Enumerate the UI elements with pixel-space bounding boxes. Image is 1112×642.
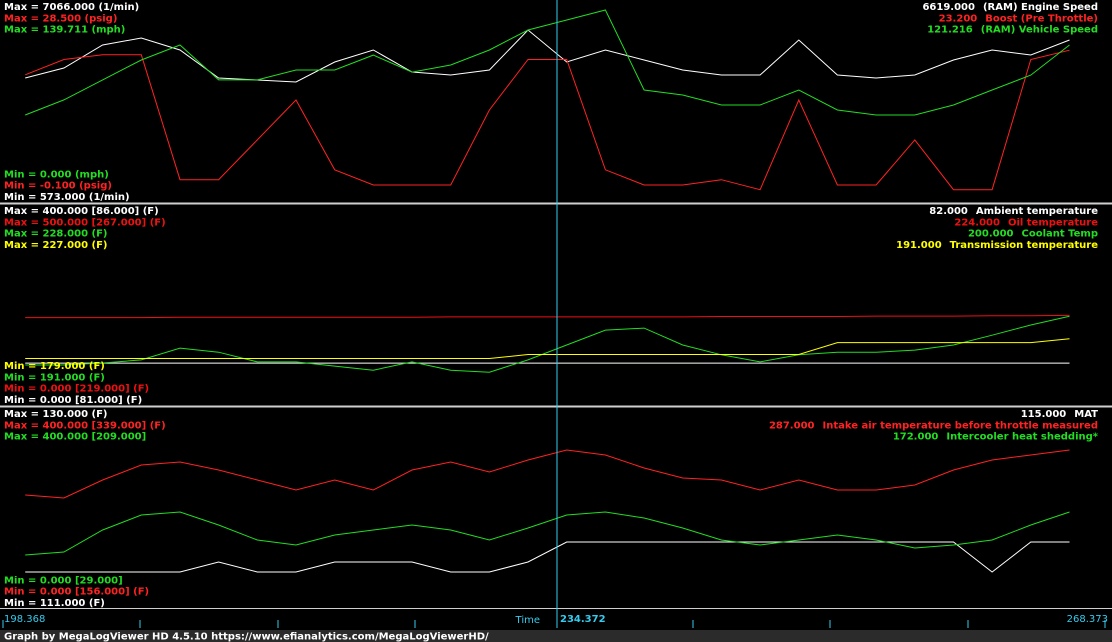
max-label: Max = 228.000 (F) [4,229,108,240]
trace-name: Intercooler heat shedding* [946,432,1098,443]
trace-name: Ambient temperature [976,206,1098,217]
min-label: Min = 573.000 (1/min) [4,192,130,203]
max-label: Max = 7066.000 (1/min) [4,2,139,13]
min-label: Min = 179.000 (F) [4,361,105,372]
max-label: Max = 227.000 (F) [4,240,108,251]
trace-name: (RAM) Vehicle Speed [981,25,1098,36]
min-label: Min = -0.100 (psig) [4,181,112,192]
trace-line [25,49,1070,191]
trace-name: Boost (Pre Throttle) [985,13,1098,24]
time-end: 268.373 [1067,614,1108,625]
max-label: Max = 139.711 (mph) [4,25,125,36]
current-value: 23.200 [939,13,978,24]
max-label: Max = 400.000 [86.000] (F) [4,206,159,217]
trace-line [25,9,1070,116]
min-label: Min = 0.000 [81.000] (F) [4,395,142,406]
max-label: Max = 400.000 [339.000] (F) [4,420,166,431]
trace-name: Oil temperature [1008,217,1098,228]
cursor-time: 234.372 [560,614,606,625]
min-label: Min = 0.000 [29.000] [4,575,123,586]
min-label: Min = 0.000 [156.000] (F) [4,587,149,598]
max-label: Max = 400.000 [209.000] [4,432,146,443]
trace-name: (RAM) Engine Speed [983,2,1098,13]
current-value: 115.000 [1021,409,1067,420]
current-value: 172.000 [893,432,939,443]
min-label: Min = 0.000 [219.000] (F) [4,384,149,395]
current-value: 287.000 [769,420,815,431]
time-start: 198.368 [4,614,45,625]
current-value: 121.216 [927,25,973,36]
current-value: 6619.000 [922,2,975,13]
trace-line [25,315,1070,373]
footer-bar [0,630,1112,642]
trace-name: MAT [1074,409,1098,420]
trace-line [25,29,1070,83]
time-label: Time [515,615,540,626]
max-label: Max = 28.500 (psig) [4,13,117,24]
min-label: Min = 111.000 (F) [4,598,105,609]
max-label: Max = 500.000 [267.000] (F) [4,217,166,228]
min-label: Min = 191.000 (F) [4,372,105,383]
trace-name: Coolant Temp [1022,229,1099,240]
trace-name: Transmission temperature [950,240,1099,251]
trace-line [25,541,1070,573]
time-ticks [2,620,1106,628]
current-value: 191.000 [896,240,942,251]
trace-name: Intake air temperature before throttle m… [822,420,1098,431]
trace-line [25,338,1070,359]
trace-line [25,449,1070,499]
current-value: 82.000 [929,206,968,217]
trace-line [25,511,1070,556]
trace-line [25,314,1070,319]
current-value: 200.000 [968,229,1014,240]
current-value: 224.000 [954,217,1000,228]
min-label: Min = 0.000 (mph) [4,169,109,180]
footer-text: Graph by MegaLogViewer HD 4.5.10 https:/… [4,632,489,642]
max-label: Max = 130.000 (F) [4,409,108,420]
